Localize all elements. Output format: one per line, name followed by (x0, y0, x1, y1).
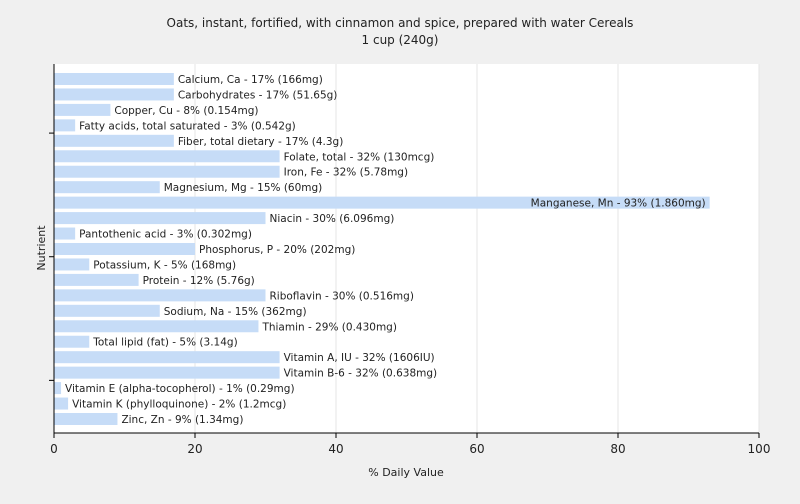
axes (53, 64, 759, 434)
bar (54, 73, 174, 85)
bar (54, 196, 710, 209)
bar (54, 181, 160, 194)
bar (54, 304, 160, 317)
x-ticks: 0 20 40 60 80 100 (50, 433, 770, 456)
bar-label: Phosphorus, P - 20% (202mg) (199, 244, 355, 256)
bar-label: Pantothenic acid - 3% (0.302mg) (79, 229, 252, 241)
bar (54, 397, 69, 410)
bar-label: Carbohydrates - 17% (51.65g) (178, 89, 338, 101)
bar-label: Copper, Cu - 8% (0.154mg) (114, 105, 258, 117)
y-ticks (49, 132, 54, 381)
bar-label: Sodium, Na - 15% (362mg) (164, 306, 307, 318)
bar-label: Manganese, Mn - 93% (1.860mg) (531, 198, 706, 210)
bar-label: Potassium, K - 5% (168mg) (93, 259, 236, 271)
bar-label: Niacin - 30% (6.096mg) (270, 213, 395, 225)
bar (54, 150, 280, 163)
chart-subtitle: 1 cup (240g) (362, 33, 439, 47)
x-tick-label: 100 (748, 442, 771, 456)
bar-label: Iron, Fe - 32% (5.78mg) (284, 167, 408, 179)
bar-label: Thiamin - 29% (0.430mg) (261, 321, 397, 333)
bar (54, 227, 76, 240)
bar (54, 289, 266, 302)
bar-label: Vitamin K (phylloquinone) - 2% (1.2mcg) (72, 399, 286, 411)
bar (54, 273, 139, 286)
bar-label: Protein - 12% (5.76g) (143, 275, 255, 287)
bar-label: Fatty acids, total saturated - 3% (0.542… (79, 120, 296, 132)
bar (54, 413, 118, 425)
bar-label: Riboflavin - 30% (0.516mg) (270, 290, 414, 302)
bar-label: Folate, total - 32% (130mcg) (284, 151, 435, 163)
x-tick-label: 80 (610, 442, 625, 456)
bar-label: Vitamin B-6 - 32% (0.638mg) (284, 368, 438, 380)
bar (54, 119, 76, 132)
x-tick-label: 20 (187, 442, 202, 456)
bar-label: Magnesium, Mg - 15% (60mg) (164, 182, 323, 194)
bar (54, 366, 280, 379)
x-tick-label: 60 (469, 442, 484, 456)
chart-title: Oats, instant, fortified, with cinnamon … (167, 16, 634, 30)
y-axis-title: Nutrient (35, 225, 48, 271)
bar (54, 258, 90, 271)
bar (54, 134, 174, 147)
bar-label: Vitamin E (alpha-tocopherol) - 1% (0.29m… (65, 383, 294, 395)
bar-label: Vitamin A, IU - 32% (1606IU) (284, 352, 435, 364)
bar (54, 243, 195, 255)
bar-label: Calcium, Ca - 17% (166mg) (178, 74, 323, 86)
bar (54, 212, 266, 225)
x-tick-label: 40 (328, 442, 343, 456)
bar (54, 335, 90, 348)
bar-label: Zinc, Zn - 9% (1.34mg) (121, 414, 243, 426)
bars: Calcium, Ca - 17% (166mg) Carbohydrates -… (54, 73, 710, 426)
x-tick-label: 0 (50, 442, 58, 456)
bar-label: Total lipid (fat) - 5% (3.14g) (92, 337, 237, 349)
bar (54, 320, 259, 333)
bar-label: Fiber, total dietary - 17% (4.3g) (178, 136, 343, 148)
bar (54, 103, 111, 116)
bar (54, 165, 280, 178)
bar (54, 88, 174, 101)
bar (54, 351, 280, 364)
x-axis-title: % Daily Value (368, 466, 444, 479)
bar (54, 382, 62, 395)
